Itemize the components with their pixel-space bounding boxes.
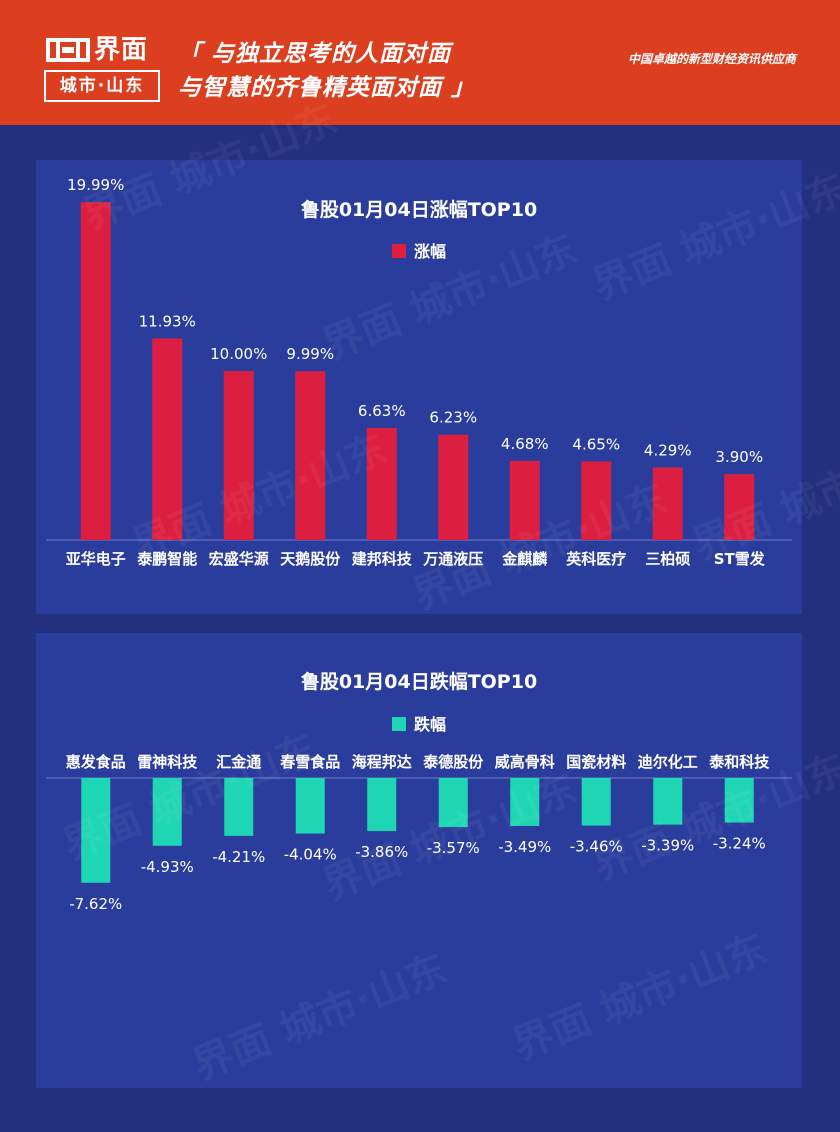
fall-category-label: 雷神科技 — [137, 753, 198, 771]
fall-data-label: -3.57% — [427, 839, 480, 857]
fall-category-label: 国瓷材料 — [566, 753, 626, 771]
slogan-line-1: 「 与独立思考的人面对面 — [178, 41, 452, 67]
rise-bar — [581, 461, 612, 540]
rise-bar — [509, 460, 540, 540]
logo-subtitle: 城市·山东 — [44, 70, 160, 102]
fall-category-label: 汇金通 — [216, 753, 261, 771]
rise-bar — [652, 467, 683, 540]
fall-bar — [295, 778, 325, 834]
fall-bar — [653, 778, 683, 825]
rise-bar — [295, 371, 326, 540]
rise-category-label: 宏盛华源 — [209, 550, 269, 568]
fall-chart-panel: 鲁股01月04日跌幅TOP10 跌幅 -7.62% 惠发食品 -4.93% 雷神科技 -… — [36, 633, 802, 1088]
rise-data-label: 6.63% — [358, 402, 406, 420]
tagline: 中国卓越的新型财经资讯供应商 — [627, 52, 796, 66]
fall-bar — [510, 778, 540, 826]
rise-legend-swatch — [391, 244, 406, 258]
fall-legend: 跌幅 — [36, 711, 802, 735]
logo-name: 界面 — [94, 35, 149, 65]
fall-data-label: -4.21% — [212, 848, 265, 866]
fall-bar — [224, 778, 254, 836]
rise-bar — [80, 202, 111, 540]
fall-category-label: 泰德股份 — [422, 753, 484, 771]
rise-category-label: 亚华电子 — [66, 550, 126, 568]
fall-category-label: 海程邦达 — [352, 753, 412, 771]
fall-data-label: -3.46% — [570, 838, 623, 856]
rise-bar — [438, 434, 469, 540]
rise-category-label: ST雪发 — [714, 550, 766, 568]
rise-category-label: 建邦科技 — [352, 550, 413, 568]
fall-bar — [724, 778, 754, 823]
rise-data-label: 4.68% — [501, 435, 549, 453]
fall-bar — [81, 778, 111, 883]
logo-mark-icon — [46, 38, 90, 62]
fall-data-label: -3.24% — [713, 835, 766, 853]
fall-category-label: 泰和科技 — [708, 753, 770, 771]
fall-bar — [367, 778, 397, 832]
fall-data-label: -4.04% — [284, 846, 337, 864]
fall-bar-chart: -7.62% 惠发食品 -4.93% 雷神科技 -4.21% 汇金通 -4.04% 春雪食品 -… — [46, 753, 792, 913]
fall-legend-swatch — [391, 717, 406, 731]
header-banner: 界面 城市·山东 「 与独立思考的人面对面 与智慧的齐鲁精英面对面 」 中国卓越… — [0, 0, 840, 125]
fall-data-label: -3.86% — [355, 843, 408, 861]
rise-bar — [366, 427, 397, 540]
brand-logo: 界面 城市·山东 — [44, 32, 160, 102]
rise-data-label: 6.23% — [429, 409, 477, 427]
rise-data-label: 11.93% — [139, 312, 196, 330]
logo-top: 界面 — [44, 32, 160, 68]
rise-legend-label: 涨幅 — [413, 242, 446, 261]
rise-category-label: 万通液压 — [422, 550, 483, 568]
fall-category-label: 威高骨科 — [495, 753, 555, 771]
rise-category-label: 天鹅股份 — [280, 550, 341, 568]
fall-data-label: -3.49% — [498, 838, 551, 856]
fall-data-label: -3.39% — [641, 837, 694, 855]
rise-data-label: 4.29% — [644, 441, 692, 459]
rise-data-label: 10.00% — [210, 345, 267, 363]
fall-data-label: -7.62% — [69, 895, 122, 913]
rise-bar — [152, 338, 183, 540]
rise-bar — [223, 371, 254, 540]
rise-data-label: 9.99% — [286, 345, 334, 363]
fall-category-label: 惠发食品 — [66, 753, 126, 771]
rise-data-label: 19.99% — [67, 176, 124, 194]
rise-chart-panel: 鲁股01月04日涨幅TOP10 涨幅 19.99% 亚华电子 11.93% 泰鹏智能 1… — [36, 160, 802, 614]
rise-category-label: 泰鹏智能 — [136, 550, 197, 568]
fall-legend-label: 跌幅 — [413, 715, 446, 734]
slogan-line-2: 与智慧的齐鲁精英面对面 」 — [178, 75, 476, 101]
fall-bar — [581, 778, 611, 826]
rise-data-label: 4.65% — [572, 435, 620, 453]
rise-data-label: 3.90% — [715, 448, 763, 466]
rise-category-label: 三柏硕 — [645, 550, 690, 568]
fall-data-label: -4.93% — [141, 858, 194, 876]
rise-category-label: 金麒麟 — [501, 550, 548, 568]
rise-chart-title: 鲁股01月04日涨幅TOP10 — [300, 199, 538, 221]
fall-chart-title: 鲁股01月04日跌幅TOP10 — [300, 671, 538, 693]
fall-category-label: 迪尔化工 — [638, 753, 698, 771]
rise-legend: 涨幅 — [36, 238, 802, 262]
fall-category-label: 春雪食品 — [280, 753, 340, 771]
rise-category-label: 英科医疗 — [566, 550, 626, 568]
fall-bar — [152, 778, 182, 846]
rise-bar-chart: 19.99% 亚华电子 11.93% 泰鹏智能 10.00% 宏盛华源 9.99% 天鹅股份 6… — [46, 176, 792, 568]
fall-bar — [438, 778, 468, 828]
rise-bar — [724, 474, 755, 540]
